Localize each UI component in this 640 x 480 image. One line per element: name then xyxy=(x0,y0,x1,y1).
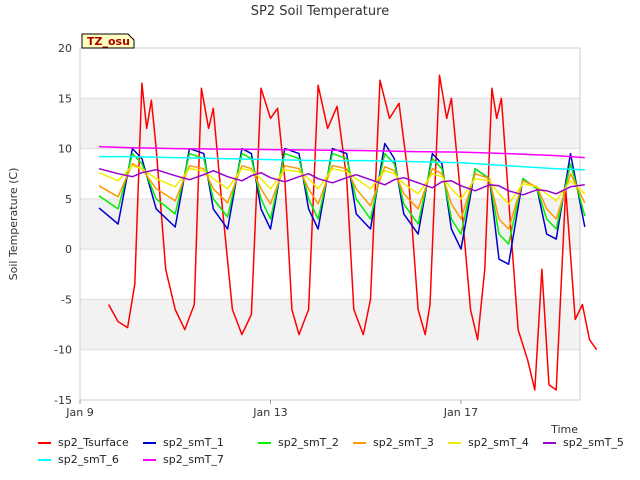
legend-label: sp2_smT_1 xyxy=(163,436,224,449)
legend-label: sp2_smT_3 xyxy=(373,436,434,449)
series-lines xyxy=(98,74,598,391)
legend-label: sp2_smT_7 xyxy=(163,453,224,466)
legend-item: sp2_smT_4 xyxy=(448,436,529,449)
x-axis-ticks: Jan 9 Jan 13 Jan 17 xyxy=(65,400,478,419)
annotation-text: TZ_osu xyxy=(87,35,130,48)
series-line-sp2_smT_7 xyxy=(98,145,585,159)
grid-band xyxy=(80,349,580,400)
legend-item: sp2_smT_3 xyxy=(353,436,434,449)
legend-item: sp2_smT_6 xyxy=(38,453,119,466)
legend-swatch xyxy=(38,441,51,444)
grid-band xyxy=(80,48,580,99)
x-tick-label: Jan 17 xyxy=(443,406,478,419)
legend-label: sp2_smT_4 xyxy=(468,436,529,449)
y-tick-label: 5 xyxy=(65,193,72,206)
legend-label: sp2_Tsurface xyxy=(58,436,129,449)
series-line-sp2_smT_4 xyxy=(98,164,586,205)
legend-label: sp2_smT_5 xyxy=(563,436,624,449)
legend-label: sp2_smT_2 xyxy=(278,436,339,449)
plot-frame xyxy=(79,47,581,401)
y-tick-label: -5 xyxy=(61,293,72,306)
x-tick-label: Jan 9 xyxy=(65,406,93,419)
y-axis-label: Soil Temperature (C) xyxy=(7,168,20,281)
y-tick-label: 15 xyxy=(58,92,72,105)
legend-item: sp2_smT_5 xyxy=(543,436,624,449)
legend-swatch xyxy=(353,441,366,444)
legend-row: sp2_Tsurface sp2_smT_1 sp2_smT_2 sp2_smT_3 s… xyxy=(38,436,628,453)
legend-swatch xyxy=(38,458,51,461)
legend-swatch xyxy=(543,441,556,444)
y-tick-label: 10 xyxy=(58,143,72,156)
legend-swatch xyxy=(143,441,156,444)
y-axis-ticks: -15 -10 -5 0 5 10 15 20 xyxy=(54,42,72,407)
legend-swatch xyxy=(448,441,461,444)
grid-band xyxy=(80,249,580,300)
annotation-box: TZ_osu xyxy=(81,33,135,49)
grid-band xyxy=(80,299,580,350)
series-line-sp2_smT_3 xyxy=(98,162,586,230)
x-tick-label: Jan 13 xyxy=(252,406,287,419)
legend-item: sp2_smT_2 xyxy=(258,436,339,449)
series-line-sp2_smT_5 xyxy=(98,167,585,196)
series-line-sp2_smT_1 xyxy=(98,142,586,265)
legend-item: sp2_smT_7 xyxy=(143,453,224,466)
series-line-sp2_smT_6 xyxy=(99,155,585,171)
legend-swatch xyxy=(143,458,156,461)
legend: sp2_Tsurface sp2_smT_1 sp2_smT_2 sp2_smT_3 s… xyxy=(38,436,628,470)
legend-swatch xyxy=(258,441,271,444)
legend-item: sp2_Tsurface xyxy=(38,436,129,449)
x-axis-label: Time xyxy=(550,423,578,436)
y-tick-label: -10 xyxy=(54,344,72,357)
y-tick-label: -15 xyxy=(54,394,72,407)
chart-title: SP2 Soil Temperature xyxy=(251,4,389,19)
legend-row: sp2_smT_6 sp2_smT_7 xyxy=(38,453,628,470)
legend-label: sp2_smT_6 xyxy=(58,453,119,466)
legend-item: sp2_smT_1 xyxy=(143,436,224,449)
background-bands xyxy=(80,48,580,401)
series-line-sp2_Tsurface xyxy=(107,74,598,391)
y-tick-label: 0 xyxy=(65,243,72,256)
y-tick-label: 20 xyxy=(58,42,72,55)
